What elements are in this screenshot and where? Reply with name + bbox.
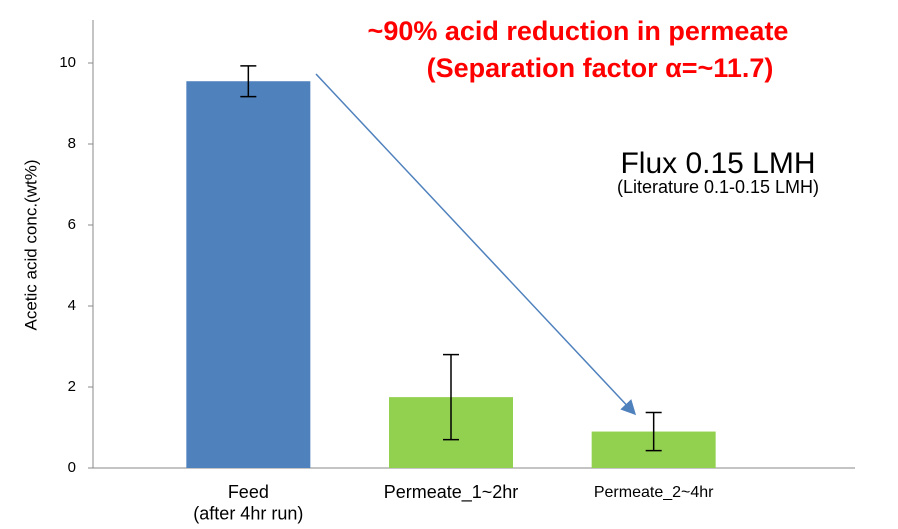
annotation: Flux 0.15 LMH — [620, 147, 815, 180]
chart-title: (Separation factor α=~11.7) — [427, 53, 774, 83]
y-tick-label: 8 — [68, 135, 76, 152]
x-tick-label: Permeate_2~4hr — [594, 484, 714, 501]
annotation: (Literature 0.1-0.15 LMH) — [617, 177, 819, 197]
y-tick-label: 10 — [59, 54, 76, 71]
x-tick-label: Feed (after 4hr run) — [193, 482, 303, 524]
arrow — [315, 73, 637, 416]
y-tick-label: 4 — [68, 297, 76, 314]
y-tick-label: 0 — [68, 459, 76, 476]
y-axis-label: Acetic acid conc.(wt%) — [21, 160, 40, 331]
y-tick-label: 2 — [68, 378, 76, 395]
y-tick-label: 6 — [68, 216, 76, 233]
x-tick-label: Permeate_1~2hr — [384, 482, 519, 503]
chart-title: ~90% acid reduction in permeate — [368, 16, 789, 46]
bar — [186, 81, 311, 468]
